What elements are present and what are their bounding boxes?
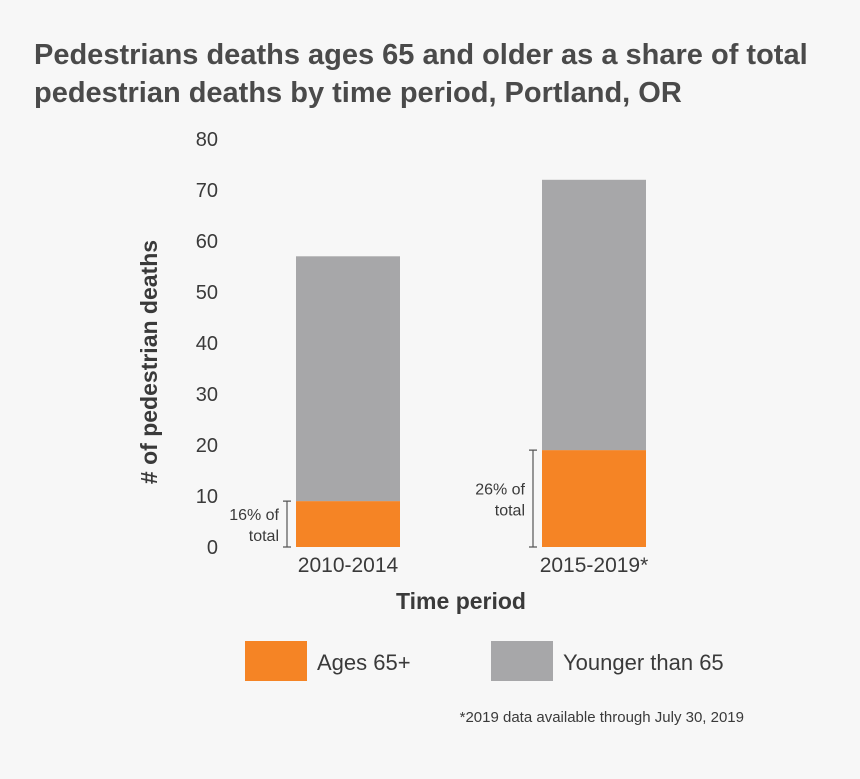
legend-label-ages-65: Ages 65+ xyxy=(317,650,411,675)
legend: Ages 65+ Younger than 65 xyxy=(245,641,724,681)
x-category-label: 2015-2019* xyxy=(540,554,649,577)
y-tick-label: 60 xyxy=(196,231,218,253)
x-axis-categories: 2010-2014 2015-2019* xyxy=(298,554,649,577)
share-annotation-line2: total xyxy=(495,503,525,520)
share-annotation-line1: 26% of xyxy=(475,482,525,499)
y-axis-title: # of pedestrian deaths xyxy=(136,240,162,484)
y-axis-ticks: 0 10 20 30 40 50 60 70 80 xyxy=(196,129,218,559)
x-category-label: 2010-2014 xyxy=(298,554,399,577)
legend-swatch-younger xyxy=(491,641,553,681)
legend-label-younger: Younger than 65 xyxy=(563,650,724,675)
y-tick-label: 70 xyxy=(196,180,218,202)
legend-swatch-ages-65 xyxy=(245,641,307,681)
y-tick-label: 30 xyxy=(196,384,218,406)
chart-title: Pedestrians deaths ages 65 and older as … xyxy=(34,39,808,109)
bar-ages-65-1 xyxy=(542,450,646,547)
y-tick-label: 0 xyxy=(207,537,218,559)
share-bracket xyxy=(529,449,537,548)
y-tick-label: 40 xyxy=(196,333,218,355)
bar-younger-1 xyxy=(542,179,646,451)
y-tick-label: 80 xyxy=(196,129,218,151)
y-tick-label: 50 xyxy=(196,282,218,304)
share-bracket xyxy=(283,500,291,548)
share-annotation-line1: 16% of xyxy=(229,507,279,524)
bars xyxy=(296,179,646,547)
x-axis-title: Time period xyxy=(396,588,526,614)
bar-ages-65-0 xyxy=(296,501,400,547)
y-tick-label: 10 xyxy=(196,486,218,508)
share-annotations: 16% of total 26% of total xyxy=(229,449,537,548)
share-annotation-line2: total xyxy=(249,528,279,545)
y-tick-label: 20 xyxy=(196,435,218,457)
footnote: *2019 data available through July 30, 20… xyxy=(460,709,744,726)
bar-younger-0 xyxy=(296,256,400,502)
